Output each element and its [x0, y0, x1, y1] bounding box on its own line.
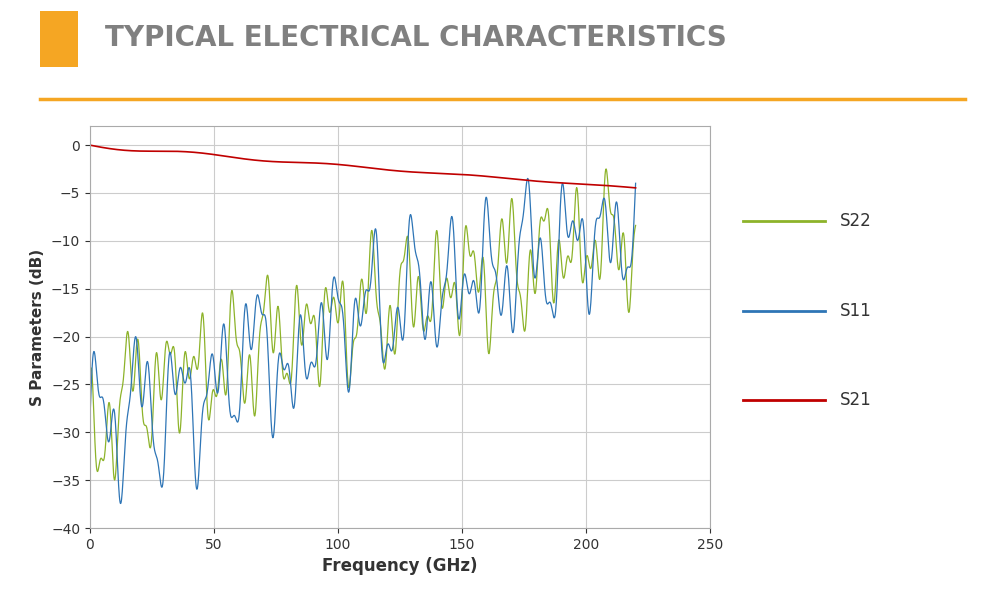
S22 [149, 364, 161, 371]
Line: S11: S11 [90, 178, 636, 503]
Text: S21: S21 [840, 391, 872, 409]
S11 [114, 500, 126, 507]
S11 [316, 301, 328, 308]
S22 [316, 347, 328, 355]
S11 [395, 328, 407, 335]
S11 [149, 448, 161, 455]
S22 [600, 166, 612, 173]
S11 [127, 359, 139, 366]
S22 [109, 476, 121, 484]
Text: TYPICAL ELECTRICAL CHARACTERISTICS: TYPICAL ELECTRICAL CHARACTERISTICS [105, 24, 727, 52]
S11 [327, 276, 339, 283]
S11 [522, 175, 534, 182]
S11 [84, 407, 96, 415]
S11 [337, 313, 349, 320]
S22 [327, 294, 339, 301]
S22 [395, 262, 407, 269]
S21 [84, 142, 96, 149]
Bar [40, 11, 78, 67]
Line: S22: S22 [90, 169, 636, 480]
S21 [149, 148, 161, 155]
Text: S11: S11 [840, 301, 872, 319]
S22 [630, 222, 642, 229]
S21 [337, 161, 349, 169]
S21 [630, 184, 642, 191]
S21 [126, 147, 138, 154]
S11 [630, 179, 642, 187]
S21 [316, 160, 328, 167]
Text: S22: S22 [840, 212, 872, 230]
S21 [327, 160, 339, 167]
Y-axis label: S Parameters (dB): S Parameters (dB) [30, 248, 45, 406]
S21 [395, 167, 407, 175]
S22 [84, 369, 96, 376]
Line: S21: S21 [90, 145, 636, 188]
S22 [337, 279, 349, 286]
X-axis label: Frequency (GHz): Frequency (GHz) [322, 557, 478, 575]
S22 [127, 388, 139, 395]
